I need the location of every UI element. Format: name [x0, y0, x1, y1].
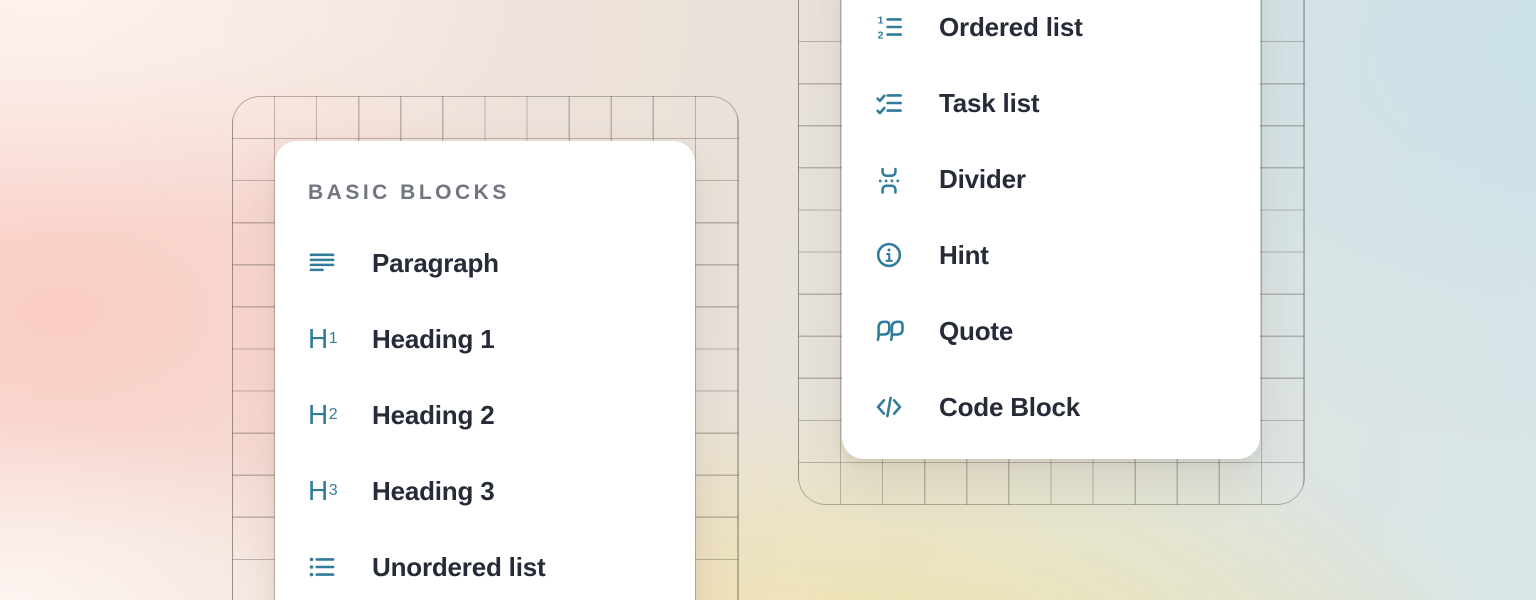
menu-item-label: Quote [939, 315, 1014, 346]
menu-item-label: Task list [939, 87, 1040, 118]
menu-item-label: Unordered list [372, 551, 546, 582]
task-list-icon [875, 89, 903, 117]
menu-item-quote[interactable]: Quote [842, 293, 1260, 369]
unordered-list-icon [308, 553, 336, 581]
menu-item-task-list[interactable]: Task list [842, 65, 1260, 141]
quote-icon [875, 317, 904, 345]
divider-icon [875, 165, 903, 194]
svg-text:1: 1 [878, 15, 884, 27]
menu-item-label: Code Block [939, 391, 1081, 422]
menu-item-label: Hint [939, 239, 989, 270]
menu-item-paragraph[interactable]: Paragraph [275, 225, 695, 301]
hint-icon [875, 241, 903, 269]
paragraph-icon [308, 249, 336, 277]
code-block-icon [875, 393, 903, 421]
menu-item-label: Heading 3 [372, 475, 495, 506]
menu-item-label: Heading 2 [372, 399, 495, 430]
svg-text:2: 2 [878, 29, 884, 41]
menu-item-label: Paragraph [372, 247, 499, 278]
menu-item-unordered-list[interactable]: Unordered list [275, 529, 695, 600]
menu-item-divider[interactable]: Divider [842, 141, 1260, 217]
menu-item-code-block[interactable]: Code Block [842, 369, 1260, 445]
menu-item-label: Divider [939, 163, 1026, 194]
menu-item-hint[interactable]: Hint [842, 217, 1260, 293]
basic-blocks-header: BASIC BLOCKS [308, 181, 510, 204]
menu-item-label: Heading 1 [372, 323, 495, 354]
menu-item-label: Ordered list [939, 11, 1083, 42]
